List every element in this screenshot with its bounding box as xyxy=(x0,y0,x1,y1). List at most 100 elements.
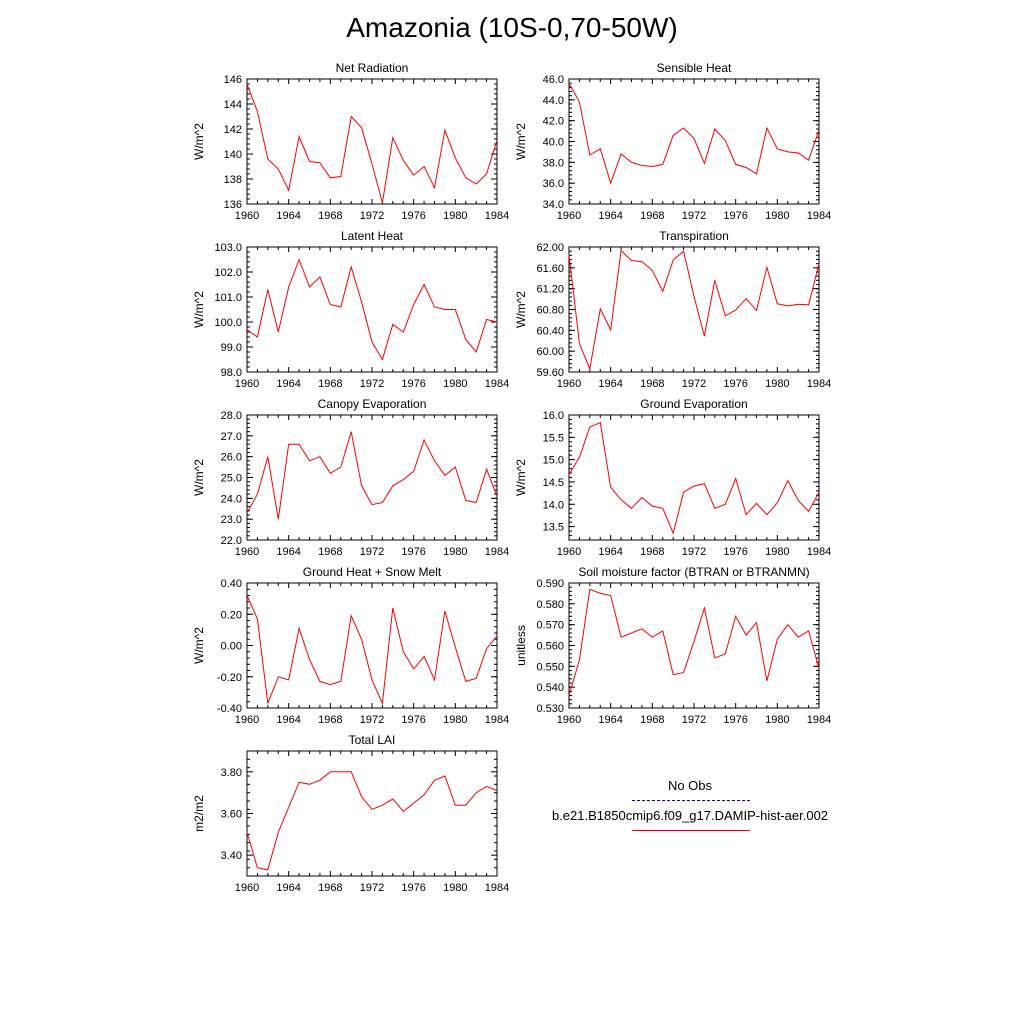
x-tick-label: 1968 xyxy=(640,378,664,390)
page-title: Amazonia (10S-0,70-50W) xyxy=(346,12,678,43)
x-tick-label: 1976 xyxy=(723,714,747,726)
y-tick-label: 40.0 xyxy=(543,137,564,149)
y-tick-label: 36.0 xyxy=(543,178,564,190)
y-tick-label: 44.0 xyxy=(543,95,564,107)
x-tick-label: 1960 xyxy=(235,210,259,222)
y-tick-label: 22.0 xyxy=(221,535,242,547)
x-tick-label: 1964 xyxy=(276,378,300,390)
panel-title: Total LAI xyxy=(349,733,396,747)
x-tick-label: 1972 xyxy=(682,546,706,558)
x-tick-label: 1968 xyxy=(640,714,664,726)
panel-5: Canopy Evaporation W/m^2 1960 1964 1968 1972 1… xyxy=(192,397,509,558)
x-tick-label: 1972 xyxy=(360,882,384,894)
x-tick-label: 1980 xyxy=(765,546,789,558)
y-tick-label: 138 xyxy=(224,174,242,186)
y-tick-label: 136 xyxy=(224,199,242,211)
y-tick-label: 38.0 xyxy=(543,157,564,169)
series-line xyxy=(246,431,498,520)
y-tick-label: 103.0 xyxy=(214,242,242,254)
y-tick-label: -0.20 xyxy=(217,672,242,684)
x-tick-label: 1976 xyxy=(401,714,425,726)
x-tick-label: 1976 xyxy=(401,546,425,558)
x-tick-label: 1972 xyxy=(360,546,384,558)
plot-frame xyxy=(246,582,498,709)
series-line xyxy=(246,83,498,203)
y-tick-label: -0.40 xyxy=(217,703,242,715)
x-tick-label: 1972 xyxy=(360,714,384,726)
y-tick-label: 60.00 xyxy=(536,346,564,358)
panel-4: Transpiration W/m^2 1960 1964 1968 1972 1976 19… xyxy=(514,229,831,390)
x-tick-label: 1972 xyxy=(682,210,706,222)
y-tick-label: 0.20 xyxy=(221,609,242,621)
y-tick-label: 142 xyxy=(224,124,242,136)
x-tick-label: 1976 xyxy=(401,210,425,222)
panel-3: Latent Heat W/m^2 1960 1964 1968 1972 1976 1980… xyxy=(192,229,509,390)
y-tick-label: 61.60 xyxy=(536,263,564,275)
y-axis-label: W/m^2 xyxy=(514,459,528,496)
y-tick-label: 24.0 xyxy=(221,493,242,505)
plot-frame xyxy=(568,582,820,709)
y-tick-label: 0.540 xyxy=(536,682,564,694)
y-tick-label: 25.0 xyxy=(221,473,242,485)
y-tick-label: 13.5 xyxy=(543,522,564,534)
y-tick-label: 146 xyxy=(224,74,242,86)
y-tick-label: 101.0 xyxy=(214,292,242,304)
x-tick-label: 1972 xyxy=(360,378,384,390)
legend-obs-label: No Obs xyxy=(667,778,713,793)
y-tick-label: 14.5 xyxy=(543,477,564,489)
x-tick-label: 1980 xyxy=(443,714,467,726)
y-tick-label: 0.580 xyxy=(536,599,564,611)
x-tick-label: 1960 xyxy=(235,882,259,894)
panel-9: Total LAI m2/m2 1960 1964 1968 1972 1976 1980 19… xyxy=(192,733,509,894)
x-tick-label: 1964 xyxy=(276,714,300,726)
series-line xyxy=(568,82,820,185)
y-tick-label: 61.20 xyxy=(536,284,564,296)
x-tick-label: 1968 xyxy=(318,714,342,726)
plot-frame xyxy=(568,414,820,541)
y-tick-label: 46.0 xyxy=(543,74,564,86)
y-axis-label: W/m^2 xyxy=(192,123,206,160)
y-tick-label: 42.0 xyxy=(543,116,564,128)
x-tick-label: 1960 xyxy=(557,210,581,222)
y-tick-label: 0.530 xyxy=(536,703,564,715)
y-tick-label: 27.0 xyxy=(221,431,242,443)
x-tick-label: 1960 xyxy=(557,378,581,390)
x-tick-label: 1968 xyxy=(318,546,342,558)
panel-title: Latent Heat xyxy=(341,229,404,243)
panel-title: Transpiration xyxy=(659,229,729,243)
y-tick-label: 15.5 xyxy=(543,432,564,444)
panel-1: Net Radiation W/m^2 1960 1964 1968 1972 1976 19… xyxy=(192,61,509,222)
panel-title: Soil moisture factor (BTRAN or BTRANMN) xyxy=(578,565,809,579)
x-tick-label: 1976 xyxy=(723,210,747,222)
x-tick-label: 1984 xyxy=(485,378,509,390)
x-tick-label: 1972 xyxy=(682,714,706,726)
x-tick-label: 1976 xyxy=(723,546,747,558)
y-axis-label: unitless xyxy=(514,625,528,666)
series-line xyxy=(246,595,498,706)
y-tick-label: 15.0 xyxy=(543,455,564,467)
x-tick-label: 1980 xyxy=(765,210,789,222)
y-tick-label: 23.0 xyxy=(221,514,242,526)
x-tick-label: 1964 xyxy=(276,882,300,894)
y-tick-label: 0.590 xyxy=(536,578,564,590)
y-tick-label: 99.0 xyxy=(221,342,242,354)
x-tick-label: 1976 xyxy=(401,378,425,390)
plot-frame xyxy=(246,246,498,373)
x-tick-label: 1980 xyxy=(765,378,789,390)
y-tick-label: 0.00 xyxy=(221,641,242,653)
x-tick-label: 1984 xyxy=(807,210,831,222)
panel-8: Soil moisture factor (BTRAN or BTRANMN) u… xyxy=(514,565,831,726)
y-tick-label: 60.80 xyxy=(536,305,564,317)
y-tick-label: 102.0 xyxy=(214,267,242,279)
x-tick-label: 1968 xyxy=(640,546,664,558)
x-tick-label: 1964 xyxy=(276,546,300,558)
legend-obs-line xyxy=(632,800,750,801)
x-tick-label: 1968 xyxy=(318,210,342,222)
y-tick-label: 144 xyxy=(224,99,242,111)
legend-model-line xyxy=(632,830,750,831)
x-tick-label: 1980 xyxy=(443,378,467,390)
x-tick-label: 1964 xyxy=(598,210,622,222)
y-tick-label: 3.60 xyxy=(221,809,242,821)
x-tick-label: 1972 xyxy=(360,210,384,222)
